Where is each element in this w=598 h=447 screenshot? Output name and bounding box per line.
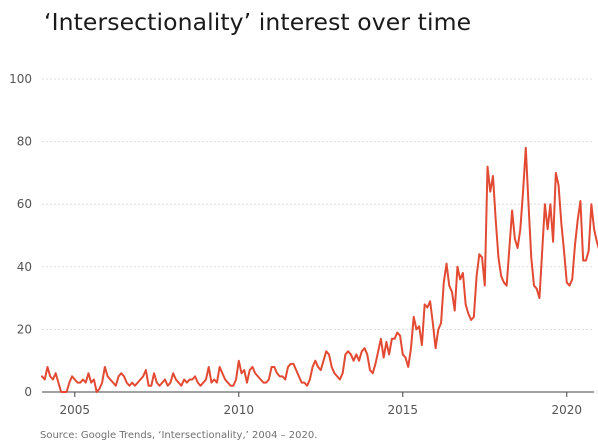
series-line <box>41 146 598 393</box>
x-tick-label: 2015 <box>388 403 419 417</box>
y-tick-label: 100 <box>9 72 32 86</box>
y-tick-label: 80 <box>17 135 32 149</box>
line-chart: 0 20 40 60 80 100 2005 2010 2015 2020 <box>9 72 598 417</box>
y-tick-label: 20 <box>17 322 32 336</box>
x-axis-ticks: 2005 2010 2015 2020 <box>60 392 583 417</box>
chart-title: ‘Intersectionality’ interest over time <box>44 8 472 36</box>
source-note: Source: Google Trends, ‘Intersectionalit… <box>40 430 318 441</box>
series-layer <box>41 146 598 393</box>
x-tick-label: 2020 <box>552 403 583 417</box>
y-tick-label: 40 <box>17 260 32 274</box>
grid-lines <box>42 78 594 330</box>
y-axis-ticks: 0 20 40 60 80 100 <box>9 72 32 399</box>
x-tick-label: 2010 <box>224 403 255 417</box>
x-tick-label: 2005 <box>60 403 91 417</box>
y-tick-label: 60 <box>17 197 32 211</box>
y-tick-label: 0 <box>24 385 32 399</box>
